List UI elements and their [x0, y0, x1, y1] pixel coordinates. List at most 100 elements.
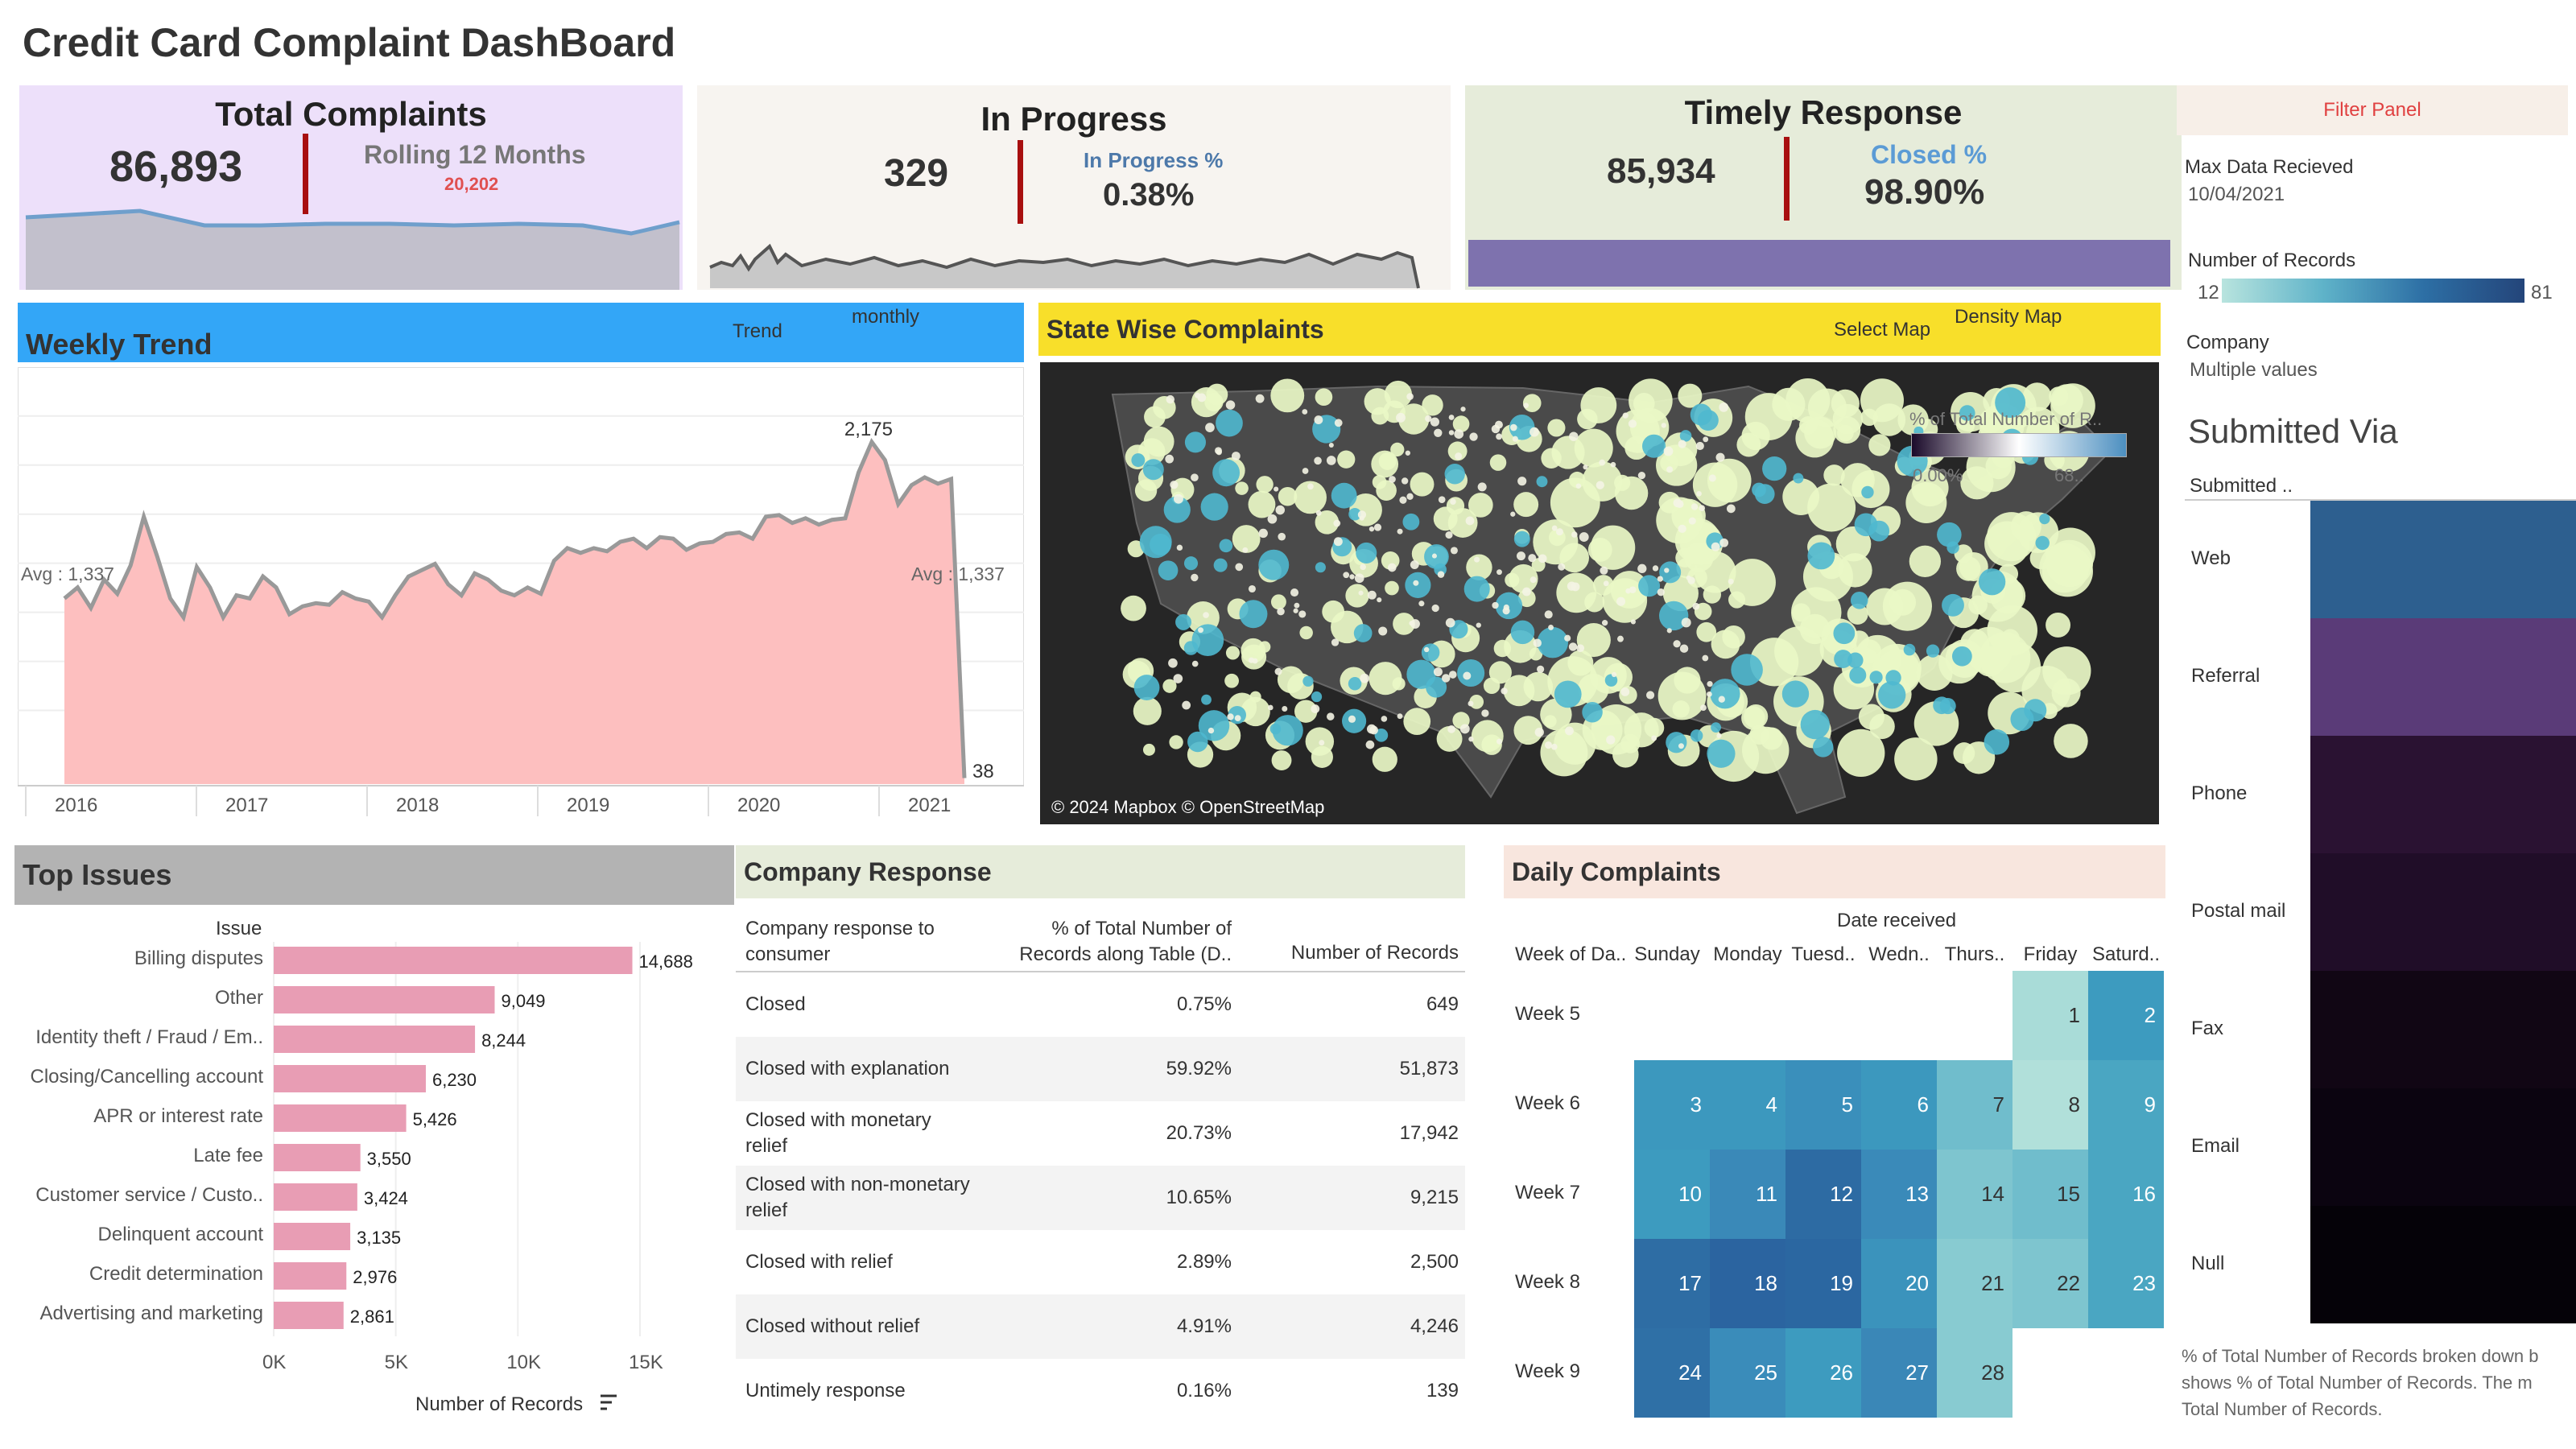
day-cell[interactable]: 11: [1710, 1150, 1785, 1239]
response-count: 51,873: [1399, 1058, 1459, 1080]
kpi-in-progress[interactable]: In Progress 329 In Progress % 0.38%: [697, 85, 1451, 290]
submitted-channel-cell[interactable]: [2310, 1088, 2576, 1206]
day-cell[interactable]: 2: [2088, 971, 2164, 1060]
week-row-label: Week 9: [1515, 1360, 1580, 1382]
kpi-rolling-value: 20,202: [444, 174, 499, 194]
issue-bar[interactable]: [274, 1262, 347, 1290]
issue-bar[interactable]: [274, 986, 495, 1013]
footnote-line: shows % of Total Number of Records. The …: [2182, 1373, 2533, 1393]
submitted-channel-cell[interactable]: [2310, 971, 2576, 1088]
issue-bar[interactable]: [274, 1104, 407, 1132]
day-cell[interactable]: 13: [1861, 1150, 1937, 1239]
day-cell[interactable]: 1: [2013, 971, 2088, 1060]
day-cell[interactable]: 27: [1861, 1328, 1937, 1418]
submitted-channel-cell[interactable]: [2310, 618, 2576, 736]
kpi-total-complaints[interactable]: Total Complaints 86,893 Rolling 12 Month…: [19, 85, 683, 290]
issue-bar[interactable]: [274, 1302, 344, 1329]
week-row-label: Week 6: [1515, 1092, 1580, 1114]
day-cell[interactable]: 9: [2088, 1060, 2164, 1150]
select-map-value[interactable]: Density Map: [1955, 306, 2062, 328]
max-date-label: Max Data Recieved: [2185, 156, 2354, 178]
day-cell[interactable]: 4: [1710, 1060, 1785, 1150]
top-issues-chart[interactable]: 0K 5K 10K 15K Billing disputes 14,688 Other 9,0…: [0, 934, 733, 1449]
trend-param-value[interactable]: monthly: [852, 306, 920, 328]
issue-value-label: 6,230: [432, 1070, 477, 1090]
issue-label: Delinquent account: [98, 1224, 264, 1245]
day-cell[interactable]: 10: [1634, 1150, 1710, 1239]
records-max: 81: [2531, 282, 2553, 303]
day-cell[interactable]: 8: [2013, 1060, 2088, 1150]
day-cell[interactable]: 3: [1634, 1060, 1710, 1150]
day-cell[interactable]: 17: [1634, 1239, 1710, 1328]
trend-param-label: Trend: [733, 320, 782, 342]
submitted-channel-label: Phone: [2191, 782, 2248, 804]
submitted-via-title: Submitted Via: [2188, 412, 2398, 450]
day-cell[interactable]: 28: [1937, 1328, 2013, 1418]
density-map[interactable]: % of Total Number of R.. 0.00% 68.. © 20…: [1040, 362, 2159, 824]
issue-value-label: 9,049: [501, 991, 545, 1011]
company-filter-value[interactable]: Multiple values: [2190, 359, 2318, 381]
kpi-timely-response[interactable]: Timely Response 85,934 Closed % 98.90%: [1465, 85, 2182, 290]
issue-bar[interactable]: [274, 1026, 476, 1053]
issue-bar[interactable]: [274, 1223, 351, 1250]
records-filter-label: Number of Records: [2188, 250, 2356, 271]
table-row[interactable]: Closed with relief 2.89% 2,500: [736, 1230, 1465, 1294]
sort-icon[interactable]: [601, 1394, 617, 1410]
day-cell[interactable]: 22: [2013, 1239, 2088, 1328]
submitted-channel-cell[interactable]: [2310, 1206, 2576, 1323]
response-pct: 20.73%: [1166, 1122, 1232, 1144]
week-row-label: Week 5: [1515, 1003, 1580, 1025]
day-cell[interactable]: 20: [1861, 1239, 1937, 1328]
response-count: 9,215: [1410, 1187, 1459, 1208]
last-value-label: 38: [972, 761, 994, 782]
response-count: 4,246: [1410, 1315, 1459, 1337]
day-cell[interactable]: 12: [1785, 1150, 1861, 1239]
table-row[interactable]: Untimely response 0.16% 139: [736, 1359, 1465, 1423]
day-cell[interactable]: 23: [2088, 1239, 2164, 1328]
divider: [303, 134, 308, 214]
weekly-trend-title: Weekly Trend: [26, 328, 213, 361]
issue-bar[interactable]: [274, 1065, 426, 1092]
kpi-total-sparkline: [25, 208, 680, 290]
issue-label: Identity theft / Fraud / Em..: [35, 1026, 263, 1048]
company-response-header: Company Response: [736, 845, 1465, 898]
day-cell[interactable]: 6: [1861, 1060, 1937, 1150]
table-row[interactable]: Closed with explanation 59.92% 51,873: [736, 1037, 1465, 1101]
submitted-channel-cell[interactable]: [2310, 853, 2576, 971]
day-cell[interactable]: 21: [1937, 1239, 2013, 1328]
submitted-channel-cell[interactable]: [2310, 736, 2576, 853]
daily-week-header: Week of Da..: [1515, 943, 1627, 965]
response-pct: 4.91%: [1176, 1315, 1232, 1337]
avg-label-left: Avg : 1,337: [21, 564, 114, 584]
submitted-channel-cell[interactable]: [2310, 501, 2576, 618]
table-row[interactable]: Closed with monetary relief 20.73% 17,942: [736, 1101, 1465, 1166]
company-filter-label: Company: [2186, 332, 2269, 353]
day-cell[interactable]: 15: [2013, 1150, 2088, 1239]
issue-bar[interactable]: [274, 947, 633, 974]
day-cell[interactable]: 26: [1785, 1328, 1861, 1418]
weekly-trend-chart[interactable]: Avg : 1,337 Avg : 1,337 2,175 38 2016 2017 201…: [18, 367, 1024, 850]
kpi-timely-pct-label: Closed %: [1871, 140, 1988, 169]
issue-value-label: 3,550: [367, 1149, 411, 1169]
day-column-header: Thurs..: [1944, 943, 2005, 965]
map-canvas: [1111, 378, 2112, 815]
year-tick-label: 2020: [737, 795, 780, 816]
issue-bar[interactable]: [274, 1183, 357, 1211]
day-cell[interactable]: 19: [1785, 1239, 1861, 1328]
map-attribution[interactable]: © 2024 Mapbox © OpenStreetMap: [1051, 797, 1325, 817]
issue-label: Other: [215, 987, 263, 1009]
year-tick-label: 2016: [55, 795, 97, 816]
day-cell[interactable]: 14: [1937, 1150, 2013, 1239]
table-row[interactable]: Closed with non-monetary relief 10.65% 9,2…: [736, 1166, 1465, 1230]
filter-panel-title: Filter Panel: [2323, 99, 2421, 121]
table-row[interactable]: Closed 0.75% 649: [736, 972, 1465, 1037]
records-color-legend[interactable]: [2222, 279, 2524, 303]
table-row[interactable]: Closed without relief 4.91% 4,246: [736, 1294, 1465, 1359]
issue-bar[interactable]: [274, 1144, 361, 1171]
day-cell[interactable]: 24: [1634, 1328, 1710, 1418]
day-cell[interactable]: 16: [2088, 1150, 2164, 1239]
day-cell[interactable]: 5: [1785, 1060, 1861, 1150]
day-cell[interactable]: 7: [1937, 1060, 2013, 1150]
day-cell[interactable]: 18: [1710, 1239, 1785, 1328]
day-cell[interactable]: 25: [1710, 1328, 1785, 1418]
